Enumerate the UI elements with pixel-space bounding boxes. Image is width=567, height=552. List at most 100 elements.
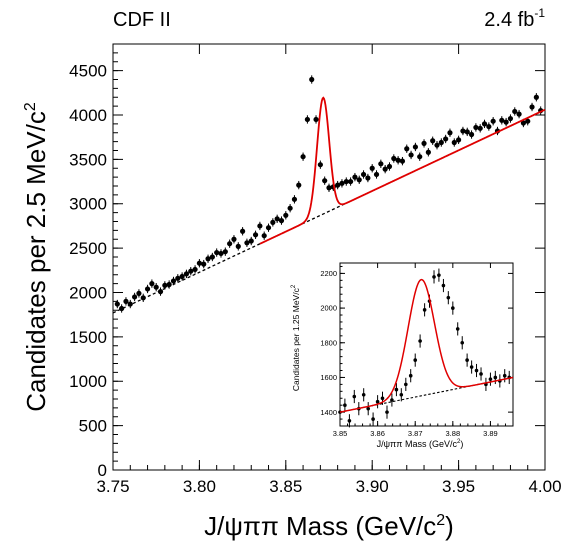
main-data-point (533, 93, 539, 102)
inset-data-point (343, 398, 347, 412)
main-data-point (447, 128, 453, 137)
main-x-axis-title-sup: 2 (436, 512, 445, 529)
main-point-marker (123, 298, 129, 304)
inset-data-point (352, 389, 357, 404)
main-data-point (322, 176, 328, 185)
main-point-marker (468, 131, 475, 138)
main-point-marker (309, 76, 315, 83)
inset-point-marker (446, 295, 451, 300)
inset-x-axis: 3.85 3.86 3.87 3.88 3.89 (333, 263, 514, 438)
main-data-point (386, 162, 393, 171)
main-point-marker (490, 118, 496, 124)
main-point-marker (486, 123, 492, 130)
main-point-marker (291, 196, 298, 202)
main-data-point (227, 239, 233, 248)
inset-point-marker (474, 368, 479, 373)
main-point-marker (162, 282, 168, 288)
inset-point-marker (375, 399, 380, 404)
main-point-marker (188, 268, 194, 274)
inset-point-marker (422, 308, 427, 312)
main-point-marker (481, 121, 488, 127)
main-point-marker (408, 152, 414, 158)
main-data-point (278, 216, 285, 225)
inset-data-point (413, 353, 418, 367)
inset-data-point (455, 322, 460, 336)
main-data-point (235, 242, 241, 251)
inset-point-marker (451, 306, 455, 310)
main-data-point (499, 116, 505, 125)
inset-y-axis-title: Candidates per 1.25 MeV/c2 (291, 284, 301, 391)
main-data-point (248, 236, 254, 246)
main-point-marker (114, 301, 120, 307)
main-data-point (183, 269, 190, 279)
main-data-point (373, 170, 380, 179)
main-point-marker (300, 154, 306, 160)
main-point-marker (274, 216, 280, 222)
main-data-point (231, 235, 237, 244)
main-point-marker (235, 243, 241, 249)
main-data-point (240, 227, 246, 236)
inset-point-marker (437, 273, 441, 277)
main-point-marker (343, 178, 349, 185)
main-point-marker (421, 140, 427, 146)
main-point-marker (183, 271, 190, 277)
main-data-point (153, 283, 159, 292)
inset-data-point (493, 370, 498, 385)
inset-plot: 3.85 3.86 3.87 3.88 3.89 1400 1600 1800 2000 220… (291, 262, 514, 449)
inset-data-point (437, 268, 441, 282)
main-x-tick-label: 3.95 (442, 477, 475, 496)
main-data-point (287, 204, 293, 213)
main-y-tick-label: 3000 (69, 195, 107, 214)
main-data-point (486, 122, 492, 131)
main-point-marker (248, 238, 254, 244)
main-data-point (477, 124, 483, 133)
main-point-marker (283, 212, 289, 218)
main-point-marker (196, 260, 202, 266)
main-point-marker (503, 119, 509, 125)
inset-data-point (451, 301, 455, 315)
main-point-marker (443, 136, 449, 142)
main-data-point (507, 114, 514, 123)
main-y-axis-title: Candidates per 2.5 MeV/c2 (21, 102, 51, 412)
main-point-marker (240, 228, 246, 234)
main-point-marker (404, 146, 410, 152)
main-data-point (209, 252, 215, 262)
main-point-marker (533, 94, 539, 100)
inset-point-marker (399, 392, 404, 397)
main-data-point (516, 109, 522, 119)
main-point-marker (352, 174, 358, 180)
inset-x-tick-label: 3.88 (446, 429, 461, 438)
main-point-marker (529, 104, 535, 110)
main-data-point (252, 230, 259, 239)
main-point-marker (417, 154, 423, 160)
inset-data-point (366, 402, 371, 416)
inset-data-point (460, 336, 465, 350)
main-data-point (399, 156, 406, 166)
main-point-marker (399, 158, 406, 164)
main-x-axis-title-text: J/ψππ Mass (GeV/c (204, 511, 436, 541)
inset-data-point (474, 363, 479, 378)
main-data-point (140, 293, 146, 302)
main-point-marker (136, 290, 142, 296)
inset-data-point (404, 377, 408, 391)
main-data-point (214, 248, 220, 257)
main-point-marker (166, 281, 172, 288)
main-data-point (283, 211, 289, 220)
main-data-point (335, 180, 341, 190)
inset-point-marker (343, 403, 347, 407)
main-data-point (188, 267, 194, 276)
main-data-point (512, 107, 518, 116)
inset-x-tick-label: 3.87 (408, 429, 423, 438)
main-point-marker (201, 261, 207, 267)
main-data-point (438, 138, 444, 147)
main-point-marker (473, 124, 479, 131)
main-x-tick-label: 3.75 (96, 477, 129, 496)
main-point-marker (395, 157, 401, 163)
main-point-marker (231, 236, 237, 242)
inset-data-point (375, 395, 380, 409)
inset-data-point (394, 382, 399, 397)
main-point-marker (386, 163, 393, 170)
inset-plot-frame (339, 262, 514, 427)
main-data-point (304, 115, 310, 124)
